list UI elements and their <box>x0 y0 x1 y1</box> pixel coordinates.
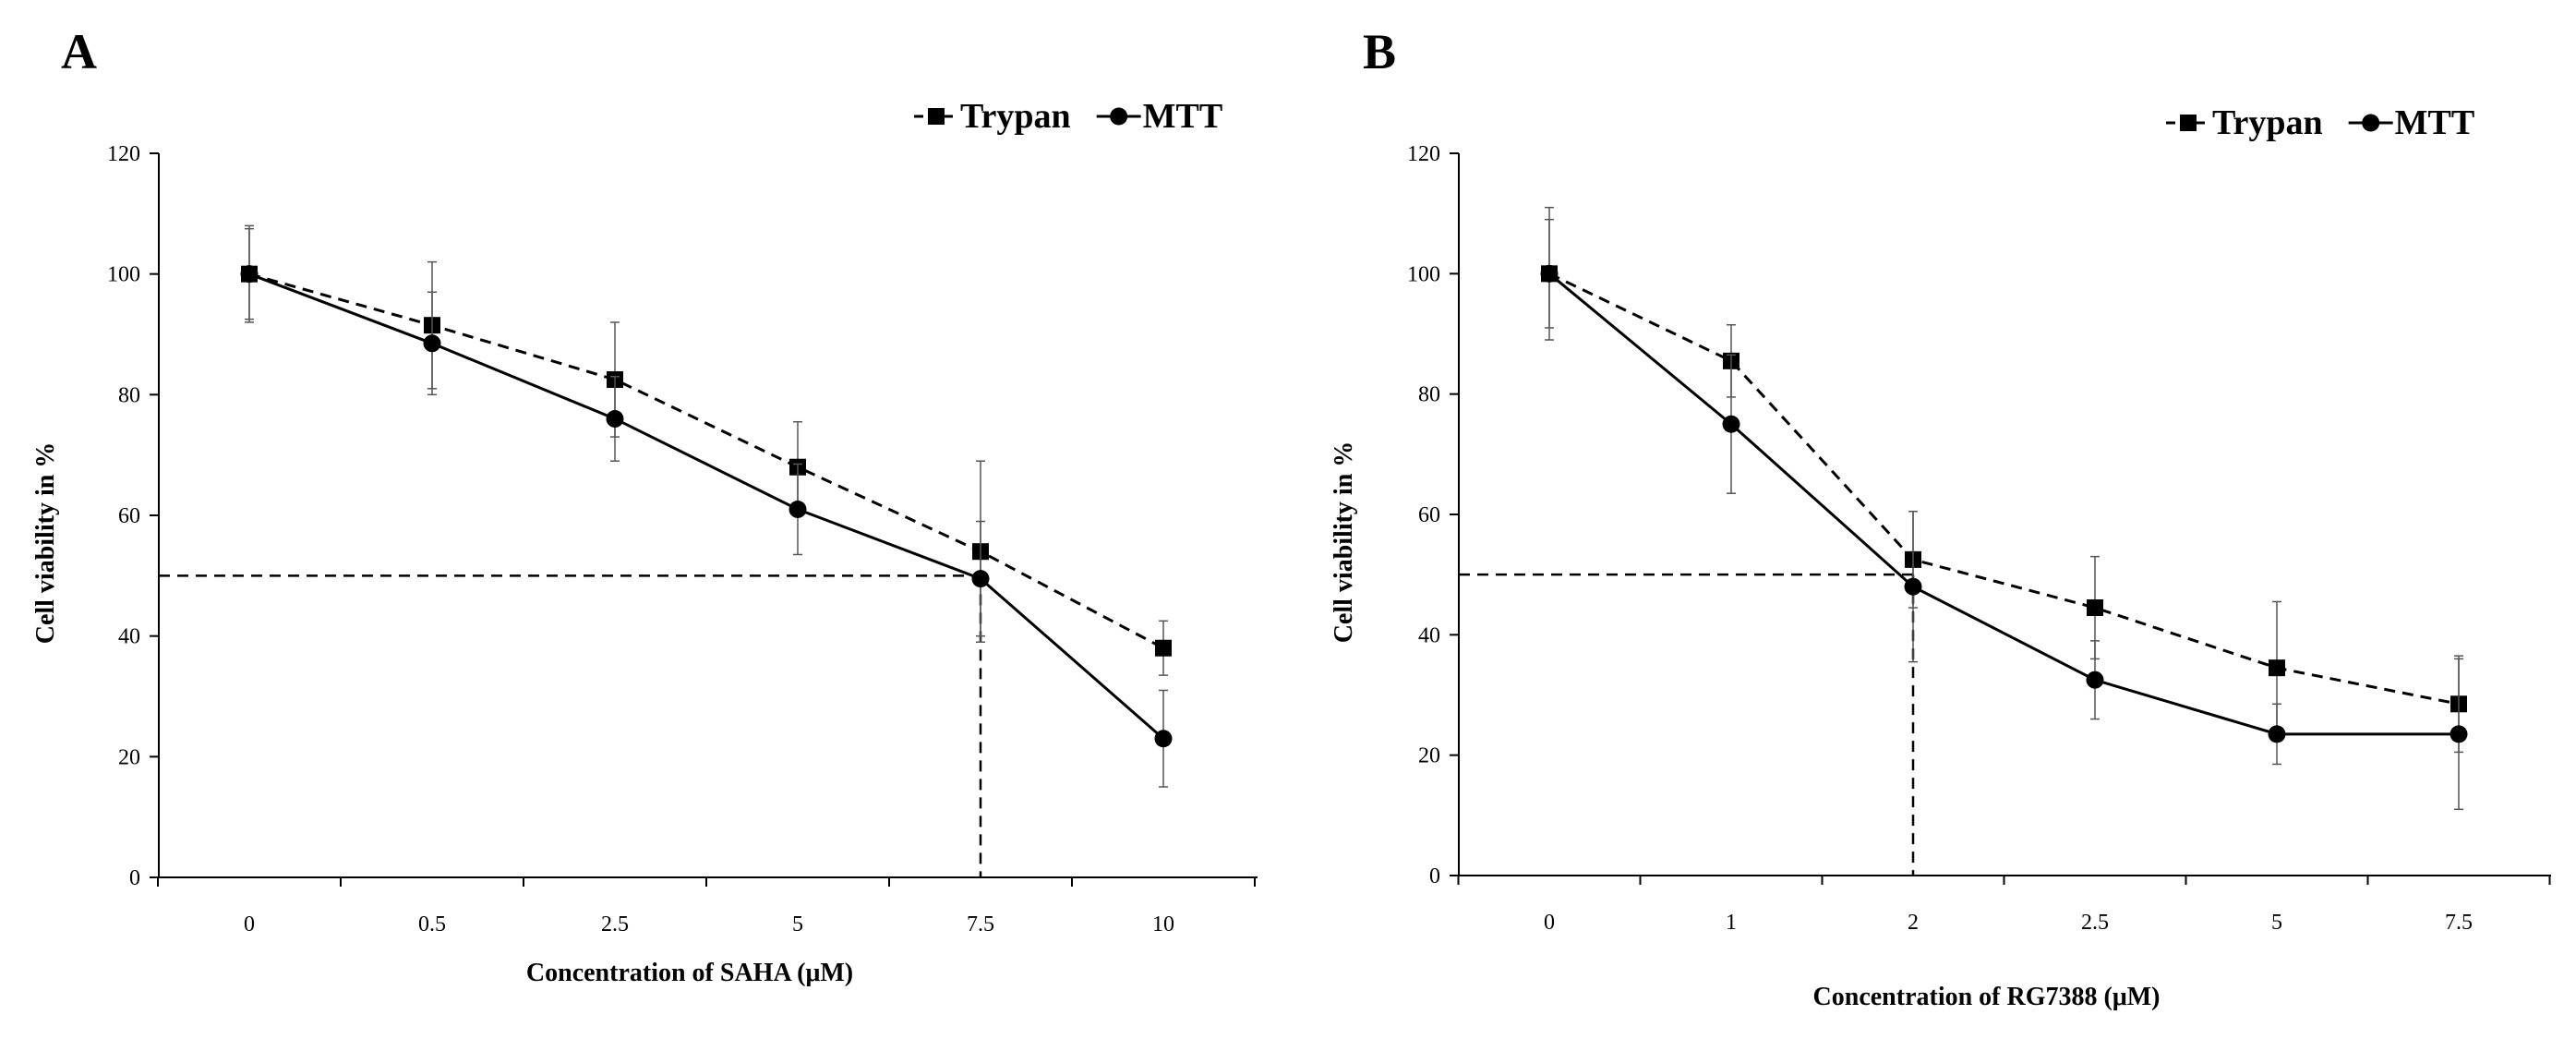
trypan-series-line <box>1548 272 2460 706</box>
y-tick-label: 80 <box>1418 383 1440 407</box>
y-axis-title: Cell viability in % <box>1330 441 1358 644</box>
legend-trypan-label: Trypan <box>960 97 1071 136</box>
x-axis-title: Concentration of SAHA (μM) <box>526 959 853 987</box>
x-tick-label: 7.5 <box>967 912 994 936</box>
x-tick-label: 7.5 <box>2445 911 2473 935</box>
trypan-point <box>2269 659 2285 677</box>
y-tick-label: 60 <box>1418 503 1440 527</box>
y-tick-label: 20 <box>118 745 140 769</box>
y-tick-label: 60 <box>118 504 140 528</box>
y-axis-title: Cell viability in % <box>31 442 60 645</box>
legend-mtt-label: MTT <box>2395 103 2475 142</box>
panel-a: A 0 20 40 60 80 100 120 0 0.5 2.5 5 7.5 10 Concentrati… <box>31 24 1258 987</box>
mtt-point <box>240 265 259 284</box>
panel-letter: A <box>61 24 97 79</box>
x-tick-label: 0 <box>1544 911 1555 935</box>
mtt-point <box>1722 415 1740 433</box>
trypan-series-line <box>248 272 1164 650</box>
mtt-series-line <box>248 272 1164 740</box>
x-tick-label: 2.5 <box>601 912 629 936</box>
mtt-point <box>1154 730 1173 748</box>
x-tick-label: 5 <box>792 912 803 936</box>
y-tick-label: 40 <box>1418 623 1440 647</box>
legend-mtt-marker <box>2362 114 2380 132</box>
y-tick-label: 80 <box>118 383 140 407</box>
x-axis-title: Concentration of RG7388 (μM) <box>1813 983 2161 1011</box>
x-tick-label: 5 <box>2271 911 2282 935</box>
x-tick-label: 0.5 <box>418 912 446 936</box>
mtt-point <box>423 334 441 353</box>
y-tick-label: 0 <box>129 866 140 890</box>
y-tick-label: 40 <box>118 625 140 649</box>
legend-trypan-label: Trypan <box>2212 103 2323 142</box>
mtt-point <box>2450 725 2468 743</box>
mtt-point <box>971 570 990 588</box>
mtt-point <box>606 409 624 428</box>
x-tick-label: 0 <box>244 912 255 936</box>
mtt-point <box>788 500 807 518</box>
y-tick-label: 120 <box>1407 142 1440 166</box>
legend-trypan-marker <box>2180 115 2197 131</box>
panel-b: B 0 20 40 60 80 100 120 0 1 2 2.5 5 7.5 Concentration … <box>1330 24 2551 1011</box>
panel-letter: B <box>1363 24 1396 79</box>
y-tick-label: 100 <box>1407 262 1440 286</box>
mtt-series-line <box>1548 272 2459 736</box>
legend-mtt-label: MTT <box>1143 97 1223 136</box>
mtt-point <box>2268 725 2286 743</box>
x-tick-label: 2.5 <box>2081 911 2109 935</box>
mtt-point <box>2086 671 2104 689</box>
x-tick-label: 10 <box>1152 912 1174 936</box>
trypan-point <box>1155 639 1172 657</box>
y-tick-label: 100 <box>107 263 140 287</box>
legend-trypan-marker <box>928 108 945 125</box>
y-tick-label: 20 <box>1418 744 1440 768</box>
y-tick-label: 120 <box>107 142 140 166</box>
mtt-point <box>1540 264 1559 283</box>
trypan-point <box>2087 599 2103 617</box>
mtt-point <box>1904 577 1922 596</box>
legend-mtt-marker <box>1110 107 1128 126</box>
y-tick-label: 0 <box>1429 864 1440 888</box>
x-tick-label: 2 <box>1908 911 1919 935</box>
x-tick-label: 1 <box>1726 911 1737 935</box>
